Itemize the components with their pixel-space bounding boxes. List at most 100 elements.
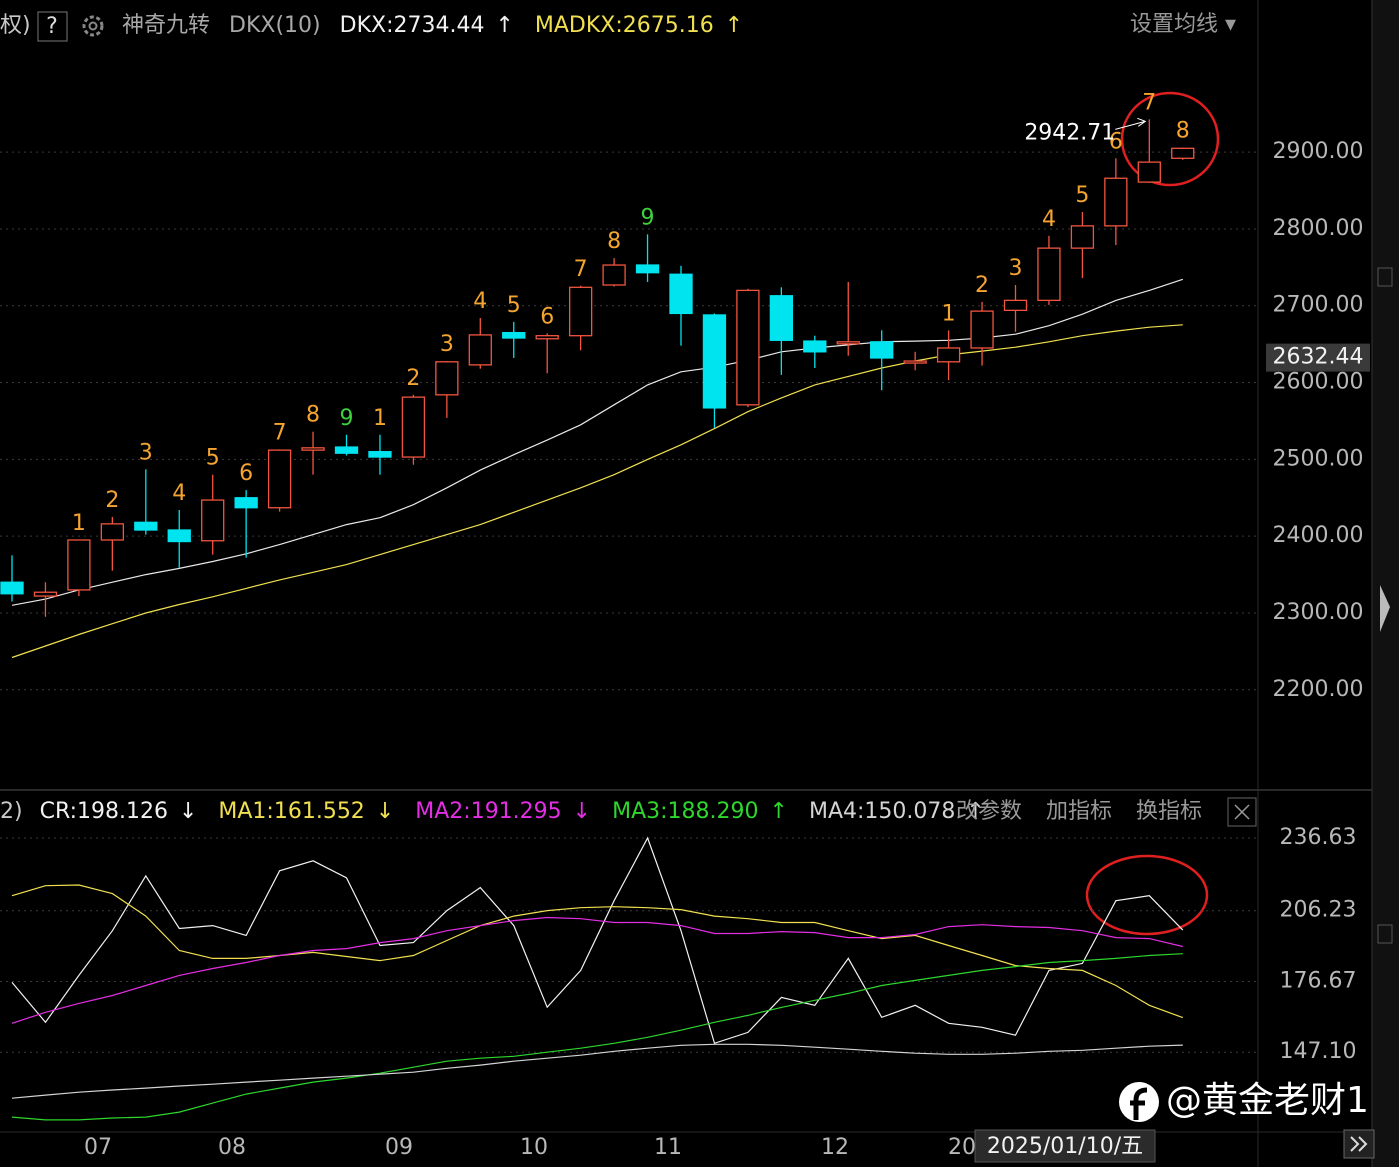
watermark-icon-glyph: [1130, 1087, 1148, 1120]
td-count: 5: [507, 293, 521, 318]
legend-trend: ↑: [725, 13, 743, 38]
legend-entry: DKX:2734.44: [340, 13, 485, 38]
candle-body: [201, 499, 225, 542]
highlight-circle: [1085, 854, 1209, 936]
drag-handle[interactable]: [1377, 924, 1393, 944]
candle-body: [769, 295, 793, 341]
x-tick-label: 12: [821, 1135, 849, 1160]
td-count: 6: [540, 304, 554, 329]
legend-trend: ↑: [495, 13, 513, 38]
candle-body: [970, 310, 994, 349]
indicator-header: 神奇九转 DKX(10) DKX:2734.44 ↑ MADKX:2675.16…: [122, 13, 743, 38]
candle-body: [301, 447, 325, 451]
candle-body: [468, 334, 492, 366]
td-count: 8: [607, 229, 621, 254]
scroll-strip: [1372, 0, 1399, 1167]
edit-params-button[interactable]: 改参数: [956, 799, 1022, 824]
candle-body: [903, 360, 927, 364]
candle-body: [669, 273, 693, 315]
help-button[interactable]: ?: [46, 14, 58, 39]
switch-indicator-button[interactable]: 换指标: [1136, 799, 1202, 824]
cr-header: 2) CR:198.126 ↓ MA1:161.552 ↓ MA2:191.29…: [0, 799, 985, 824]
x-tick-label: 08: [218, 1135, 246, 1160]
candle-body: [1171, 147, 1195, 159]
highlight-circle: [1120, 91, 1220, 187]
candle-body: [234, 497, 258, 509]
candle-body: [936, 347, 961, 363]
settings-gear-core: [88, 21, 98, 31]
td-count: 7: [273, 420, 287, 445]
td-count: 6: [239, 461, 253, 486]
td-count: 3: [440, 332, 454, 357]
close-icon: [1234, 804, 1250, 820]
candle-body: [736, 289, 760, 406]
td-count: 3: [1009, 256, 1023, 281]
td-count: 9: [340, 406, 354, 431]
candle-body: [535, 335, 559, 340]
legend-trend: ↓: [376, 799, 394, 824]
td-count: 1: [373, 406, 387, 431]
td-count: 6: [1109, 129, 1123, 154]
td-count: 7: [1142, 90, 1156, 115]
x-tick-label: 10: [520, 1135, 548, 1160]
candle-body: [67, 539, 91, 591]
high-annotation: 2942.71: [1024, 120, 1115, 145]
candle-body: [1137, 161, 1161, 183]
watermark: @黄金老财1: [1166, 1080, 1369, 1121]
collapse-handle[interactable]: [1380, 585, 1390, 632]
legend-entry: MA4:150.078: [809, 799, 955, 824]
candle-body: [100, 523, 124, 541]
legend-entry: MA2:191.295: [415, 799, 561, 824]
candle-body: [870, 341, 894, 359]
legend-trend: ↑: [770, 799, 788, 824]
y-tick-label: 2400.00: [1273, 523, 1364, 548]
candle-body: [635, 264, 660, 274]
legend-entry: MA3:188.290: [612, 799, 758, 824]
td-count: 9: [641, 205, 655, 230]
header-prefix: 权): [0, 13, 31, 38]
legend-trend: ↑: [966, 799, 984, 824]
x-tick-label: 09: [385, 1135, 413, 1160]
close-panel-button[interactable]: [1227, 797, 1257, 827]
td-count: 2: [406, 366, 420, 391]
td-count: 5: [1075, 183, 1089, 208]
indicator-param: DKX(10): [229, 13, 321, 38]
candle-body: [134, 521, 158, 531]
help-box[interactable]: [37, 11, 68, 42]
set-ma-button[interactable]: 设置均线 ▾: [1130, 12, 1236, 37]
td-count: 8: [306, 403, 320, 428]
y-tick-label: 2700.00: [1273, 293, 1364, 318]
legend-entry: CR:198.126: [40, 799, 168, 824]
candle-body: [267, 449, 292, 509]
y-tick-label: 2900.00: [1273, 139, 1364, 164]
candle-body: [569, 286, 593, 337]
cursor-date: 2025/01/10/五: [987, 1134, 1143, 1159]
last-price-box: [1266, 343, 1370, 372]
candle-body: [435, 361, 459, 396]
scroll-right-icon: [1350, 1136, 1368, 1152]
candle-body: [702, 314, 727, 409]
y-tick-label: 2600.00: [1273, 370, 1364, 395]
y-tick-label: 2500.00: [1273, 446, 1364, 471]
series-line: [11, 953, 1183, 1121]
td-count: 1: [72, 511, 86, 536]
candle-body: [167, 529, 191, 543]
drag-handle[interactable]: [1377, 267, 1393, 287]
td-count: 4: [172, 481, 186, 506]
legend-entry: MA1:161.552: [218, 799, 364, 824]
series-line: [11, 916, 1183, 1024]
candle-body: [1104, 177, 1128, 227]
candle-body: [33, 591, 58, 597]
candle-body: [0, 581, 24, 595]
td-count: 2: [975, 273, 989, 298]
indicator-name: 神奇九转: [122, 13, 210, 38]
candle-body: [1003, 299, 1028, 312]
x-tick-label: 20: [948, 1135, 976, 1160]
series-line: [11, 884, 1184, 1019]
settings-gear[interactable]: [82, 15, 104, 37]
candle-body: [368, 451, 392, 458]
y-tick-label: 2800.00: [1273, 216, 1364, 241]
add-indicator-button[interactable]: 加指标: [1046, 799, 1112, 824]
